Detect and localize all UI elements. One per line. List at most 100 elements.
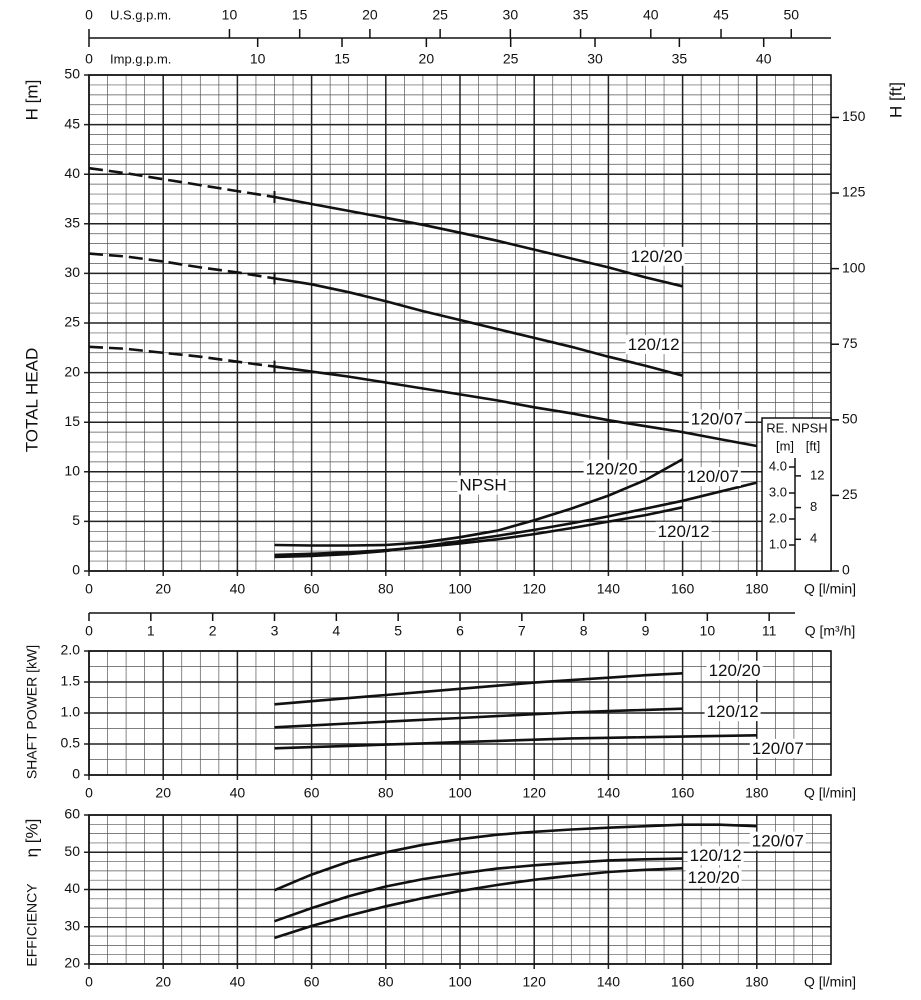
y-tick-label: 2.0	[61, 642, 81, 658]
series-label: 120/07	[752, 832, 804, 851]
inset-tick-label: 3.0	[769, 484, 787, 499]
top-tick-label: 20	[362, 7, 378, 23]
y2-tick-label: 125	[842, 184, 866, 200]
x2-tick-label: 2	[209, 623, 217, 639]
inset-tick-label: 8	[810, 499, 817, 514]
series-label: 120/20	[631, 247, 683, 266]
top-tick-label: 50	[783, 7, 799, 23]
series-label: 120/07	[691, 409, 743, 428]
x2-tick-label: 6	[456, 623, 464, 639]
x-tick-label: 20	[155, 581, 171, 597]
x2-tick-label: 3	[271, 623, 279, 639]
x-tick-label: 20	[155, 785, 171, 801]
axis-label: EFFICIENCY	[24, 883, 40, 967]
inset-title: RE. NPSH	[766, 420, 827, 435]
top-tick-label: 45	[713, 7, 729, 23]
label-bg	[655, 521, 712, 541]
top-tick-label: 25	[432, 7, 448, 23]
x2-tick-label: 1	[147, 623, 155, 639]
axis-label: H [m]	[22, 80, 41, 121]
x2-tick-label: 9	[642, 623, 650, 639]
top-tick-label: 40	[756, 51, 772, 67]
label-bg	[628, 246, 685, 266]
x-tick-label: 180	[745, 974, 769, 990]
y2-tick-label: 0	[842, 562, 850, 578]
top-tick-label: 10	[250, 51, 266, 67]
top-tick-label: 20	[419, 51, 435, 67]
x-tick-label: 140	[597, 581, 621, 597]
inset-unit: [ft]	[806, 438, 820, 453]
y-tick-label: 25	[64, 314, 80, 330]
y-tick-label: 10	[64, 463, 80, 479]
series-label: 120/07	[687, 467, 739, 486]
top-tick-label: 0	[85, 7, 93, 23]
top-tick-label: 0	[85, 51, 93, 67]
y-tick-label: 0.5	[61, 735, 81, 751]
top-tick-label: 40	[643, 7, 659, 23]
plot-frame	[88, 650, 832, 776]
x2-tick-label: 8	[580, 623, 588, 639]
x-tick-label: 40	[230, 581, 246, 597]
inset-tick-label: 4	[810, 531, 817, 546]
axis-label: SHAFT POWER [kW]	[24, 645, 40, 779]
x-tick-label: 100	[448, 581, 472, 597]
series-line	[274, 481, 758, 559]
y2-tick-label: 25	[842, 486, 858, 502]
x-tick-label: 0	[85, 581, 93, 597]
y-tick-label: 35	[64, 215, 80, 231]
plot-frame	[88, 74, 832, 572]
x-tick-label: 100	[448, 785, 472, 801]
x-tick-label: 40	[230, 974, 246, 990]
y-tick-label: 1.5	[61, 673, 81, 689]
y2-tick-label: 50	[842, 411, 858, 427]
inset-tick-label: 1.0	[769, 536, 787, 551]
y-tick-label: 0	[72, 766, 80, 782]
x-tick-label: 60	[304, 974, 320, 990]
y-tick-label: 20	[64, 363, 80, 379]
y-tick-label: 40	[64, 880, 80, 896]
series-label: 120/07	[752, 739, 804, 758]
series-line	[274, 867, 683, 940]
series-label: 120/12	[690, 846, 742, 865]
top-tick-label: 10	[222, 7, 238, 23]
series-line	[274, 506, 683, 557]
top-axis-label: Imp.g.p.m.	[110, 51, 171, 66]
x2-tick-label: 4	[332, 623, 340, 639]
y-tick-label: 15	[64, 413, 80, 429]
series-line	[88, 345, 758, 448]
x-tick-label: 80	[378, 581, 394, 597]
x-tick-label: 140	[597, 974, 621, 990]
x-tick-label: 160	[671, 785, 695, 801]
series-label: NPSH	[459, 475, 506, 494]
y-tick-label: 1.0	[61, 704, 81, 720]
x2-axis-label: Q [m³/h]	[805, 623, 856, 639]
x-axis-label: Q [l/min]	[804, 785, 856, 801]
y2-tick-label: 75	[842, 335, 858, 351]
series-label: 120/12	[628, 335, 680, 354]
x-tick-label: 0	[85, 785, 93, 801]
x-tick-label: 20	[155, 974, 171, 990]
x-tick-label: 180	[745, 581, 769, 597]
x-tick-label: 100	[448, 974, 472, 990]
series-line	[274, 672, 683, 706]
x2-tick-label: 11	[762, 623, 777, 639]
top-axis-label: U.S.g.p.m.	[110, 7, 171, 22]
series-label: 120/12	[658, 522, 710, 541]
x-tick-label: 120	[523, 974, 547, 990]
label-bg	[687, 846, 744, 866]
label-bg	[688, 409, 745, 429]
x-tick-label: 80	[378, 785, 394, 801]
label-bg	[706, 660, 763, 680]
x2-tick-label: 5	[394, 623, 402, 639]
series-label: 120/20	[688, 868, 740, 887]
x-tick-label: 60	[304, 581, 320, 597]
top-tick-label: 35	[672, 51, 688, 67]
top-tick-label: 15	[292, 7, 308, 23]
series-label: 120/12	[707, 702, 759, 721]
x-tick-label: 60	[304, 785, 320, 801]
y-tick-label: 40	[64, 165, 80, 181]
label-bg	[685, 867, 742, 887]
series-line	[274, 458, 684, 547]
top-tick-label: 25	[503, 51, 519, 67]
